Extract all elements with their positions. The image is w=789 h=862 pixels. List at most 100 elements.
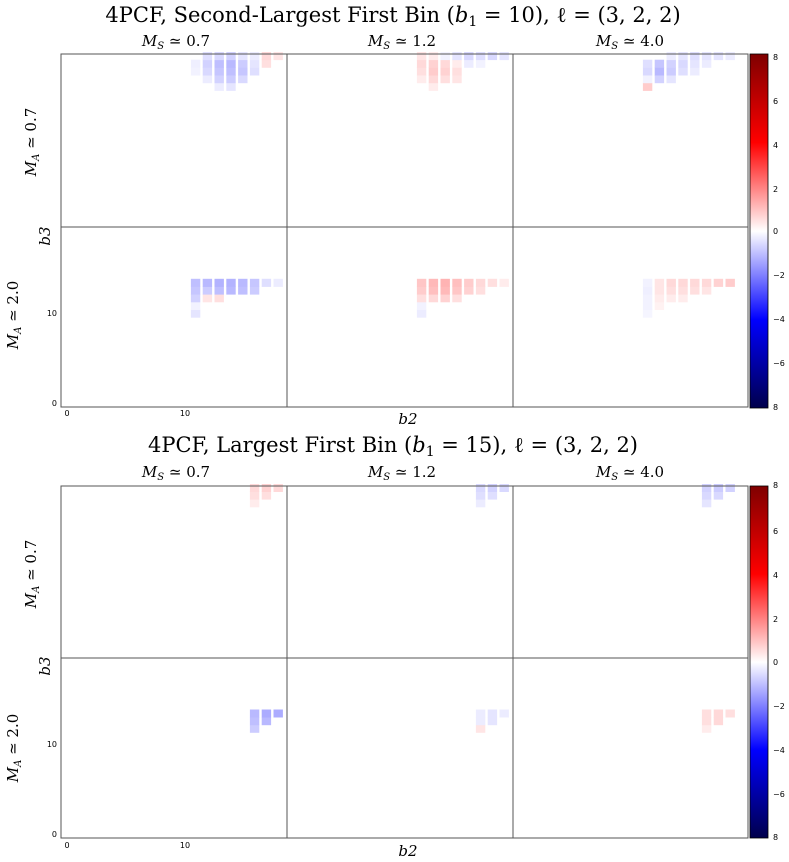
heatmap-cell <box>190 59 201 68</box>
heatmap-cell <box>261 717 272 726</box>
heatmap-cell <box>273 709 283 718</box>
colorbar-tick-label: −4 <box>773 746 785 755</box>
col-title-ms-1: MS ≃ 0.7 <box>141 463 210 483</box>
heatmap-cell <box>475 278 486 287</box>
heatmap-cell <box>428 75 439 84</box>
heatmap-cell <box>487 491 498 500</box>
heatmap-cell <box>452 59 462 68</box>
heatmap-cell <box>475 484 486 492</box>
heatmap-cell <box>666 294 676 303</box>
heatmap-cell <box>713 278 724 287</box>
figure-1: 4PCF, Second-Largest First Bin (b1 = 10)… <box>4 3 785 428</box>
col-title-ms-2: MS ≃ 1.2 <box>367 463 436 483</box>
heatmap-cell <box>226 52 236 61</box>
heatmap-cell <box>464 286 474 295</box>
y-axis-label: b3 <box>36 656 54 675</box>
heatmap-cell <box>261 484 272 492</box>
heatmap-cell <box>202 52 213 61</box>
heatmap-cell <box>190 278 201 287</box>
heatmap-cell <box>440 294 450 303</box>
heatmap-cell <box>238 67 248 76</box>
heatmap-cell <box>487 52 498 61</box>
heatmap-cell <box>642 301 653 310</box>
heatmap-cell <box>249 59 260 68</box>
colorbar-tick-label: 8 <box>773 403 778 412</box>
heatmap-cell <box>487 717 498 726</box>
heatmap-cell <box>416 59 427 68</box>
heatmap-cell <box>701 484 712 492</box>
heatmap-cell <box>416 52 427 61</box>
heatmap-cell <box>666 75 676 84</box>
heatmap-cell <box>428 278 439 287</box>
heatmap-cell <box>487 709 498 718</box>
heatmap-cell <box>190 301 201 310</box>
heatmap-cell <box>475 491 486 500</box>
heatmap-cell <box>452 67 462 76</box>
heatmap-cell <box>249 491 260 500</box>
heatmap-cell <box>678 59 688 68</box>
heatmap-cell <box>273 278 283 287</box>
heatmap-cell <box>428 294 439 303</box>
heatmap-cell <box>249 52 260 61</box>
heatmap-cell <box>666 286 676 295</box>
heatmap-cell <box>725 709 735 718</box>
heatmap-cell <box>666 52 676 61</box>
y-axis-label: b3 <box>36 226 54 245</box>
plot-frame <box>60 53 749 408</box>
heatmap-cell <box>202 67 213 76</box>
colorbar-tick-label: 8 <box>773 833 778 842</box>
heatmap-cell <box>238 59 248 68</box>
heatmap-cell <box>701 499 712 508</box>
heatmap-cell <box>642 309 653 318</box>
colorbar-tick-label: −4 <box>773 315 785 324</box>
heatmap-cell <box>713 709 724 718</box>
heatmap-cell <box>654 301 665 310</box>
heatmap-cell <box>202 278 213 287</box>
heatmap-cell <box>249 499 260 508</box>
heatmap-cell <box>440 52 450 61</box>
heatmap-cell <box>654 75 665 84</box>
heatmap-cell <box>701 491 712 500</box>
heatmap-cell <box>428 67 439 76</box>
heatmap-cell <box>690 59 700 68</box>
heatmap-cell <box>654 294 665 303</box>
heatmap-cell <box>190 294 201 303</box>
heatmap-cell <box>475 52 486 61</box>
heatmap-cell <box>499 484 509 492</box>
heatmap-cell <box>666 59 676 68</box>
heatmap-cell <box>416 286 427 295</box>
heatmap-cell <box>678 294 688 303</box>
colorbar-tick-label: 4 <box>773 141 778 150</box>
heatmap-cell <box>249 278 260 287</box>
colorbar-tick-label: 6 <box>773 527 778 536</box>
heatmap-cell <box>713 52 724 61</box>
heatmap-cell <box>464 278 474 287</box>
heatmap-cell <box>214 59 224 68</box>
heatmap-cell <box>249 286 260 295</box>
heatmap-cell <box>713 717 724 726</box>
heatmap-cell <box>428 82 439 91</box>
heatmap-cell <box>725 278 735 287</box>
heatmap-cell <box>202 75 213 84</box>
colorbar-ticks: 8 6 4 2 0 −2 −4 −6 8 <box>773 53 785 412</box>
y-tick-label: 0 <box>52 830 57 839</box>
heatmap-cell <box>226 59 236 68</box>
colorbar-tick-label: −2 <box>773 271 785 280</box>
heatmap-cell <box>238 278 248 287</box>
x-axis-label: b2 <box>398 842 417 860</box>
y-tick-label: 0 <box>52 399 57 408</box>
col-title-ms-2: MS ≃ 1.2 <box>367 32 436 52</box>
heatmap-cell <box>214 278 224 287</box>
heatmap-cell <box>440 67 450 76</box>
heatmap-cell <box>475 709 486 718</box>
figure-1-title: 4PCF, Second-Largest First Bin (b1 = 10)… <box>105 3 680 30</box>
heatmap-cell <box>475 724 486 733</box>
heatmap-cells <box>249 484 735 733</box>
heatmap-cell <box>416 309 427 318</box>
heatmap-cell <box>642 75 653 84</box>
heatmap-cell <box>238 286 248 295</box>
colorbar <box>749 53 769 409</box>
heatmap-cell <box>678 286 688 295</box>
heatmap-cell <box>642 59 653 68</box>
